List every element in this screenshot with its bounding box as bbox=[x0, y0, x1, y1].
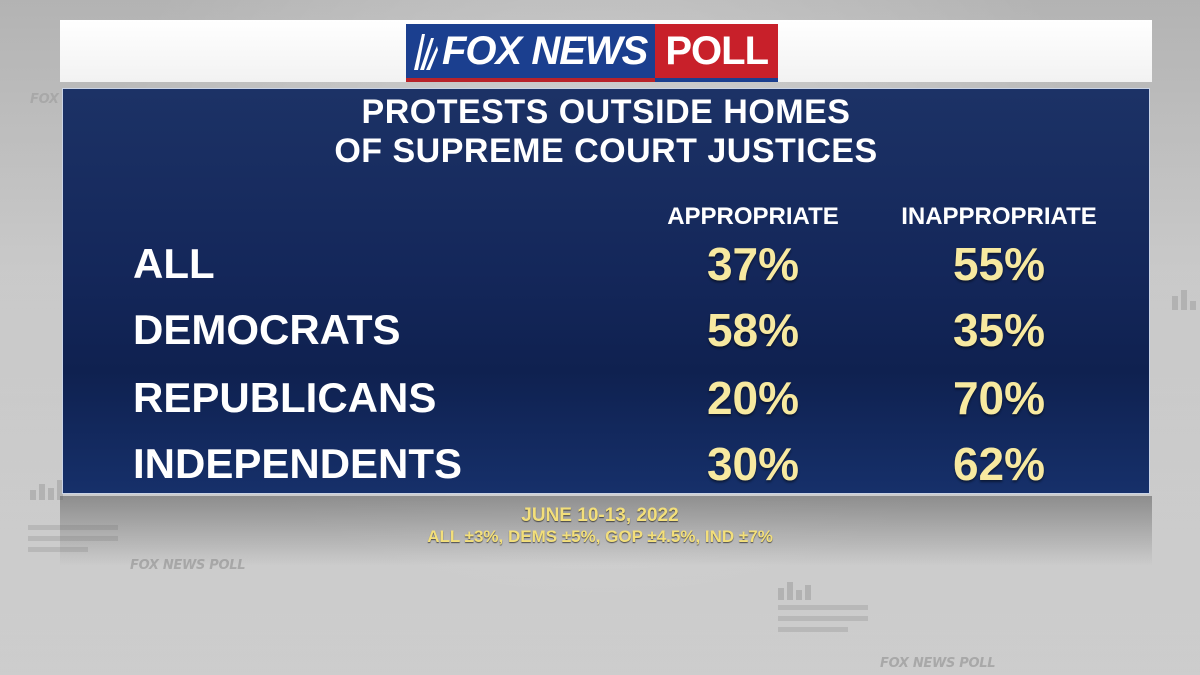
chart-title-line-2: OF SUPREME COURT JUSTICES bbox=[334, 132, 878, 170]
poll-panel: PROTESTS OUTSIDE HOMES OF SUPREME COURT … bbox=[62, 88, 1150, 494]
row-label-republicans: REPUBLICANS bbox=[133, 374, 437, 421]
watermark-logo: FOX NEWS POLL bbox=[880, 656, 996, 671]
value-republicans-appropriate: 20% bbox=[706, 372, 800, 424]
column-header-inappropriate: INAPPROPRIATE bbox=[901, 203, 1097, 230]
margin-of-error: ALL ±3%, DEMS ±5%, GOP ±4.5%, IND ±7% bbox=[427, 527, 773, 546]
value-all-appropriate: 37% bbox=[706, 238, 800, 290]
poll-dates: JUNE 10-13, 2022 bbox=[521, 505, 679, 526]
logo-poll-text: POLL bbox=[655, 24, 779, 82]
value-democrats-inappropriate: 35% bbox=[952, 304, 1046, 356]
fox-news-wordmark: FOX NEWS bbox=[406, 24, 656, 82]
value-all-inappropriate: 55% bbox=[952, 238, 1046, 290]
logo-brand-text: FOX NEWS bbox=[442, 28, 648, 73]
decor-bars bbox=[1172, 290, 1196, 310]
panel-shadow bbox=[60, 496, 1152, 566]
decor-bars bbox=[778, 582, 811, 600]
decor-lines bbox=[778, 605, 868, 638]
value-independents-appropriate: 30% bbox=[706, 438, 800, 490]
fox-news-poll-logo: FOX NEWS POLL bbox=[406, 24, 779, 82]
value-republicans-inappropriate: 70% bbox=[952, 372, 1046, 424]
chart-title-line-1: PROTESTS OUTSIDE HOMES bbox=[361, 93, 851, 131]
value-democrats-appropriate: 58% bbox=[706, 304, 800, 356]
row-label-independents: INDEPENDENTS bbox=[133, 440, 463, 487]
decor-bars bbox=[30, 480, 63, 500]
fox-searchlight-icon bbox=[414, 34, 438, 70]
row-label-democrats: DEMOCRATS bbox=[133, 306, 401, 353]
row-label-all: ALL bbox=[133, 240, 215, 287]
value-independents-inappropriate: 62% bbox=[952, 438, 1046, 490]
column-header-appropriate: APPROPRIATE bbox=[667, 203, 839, 230]
